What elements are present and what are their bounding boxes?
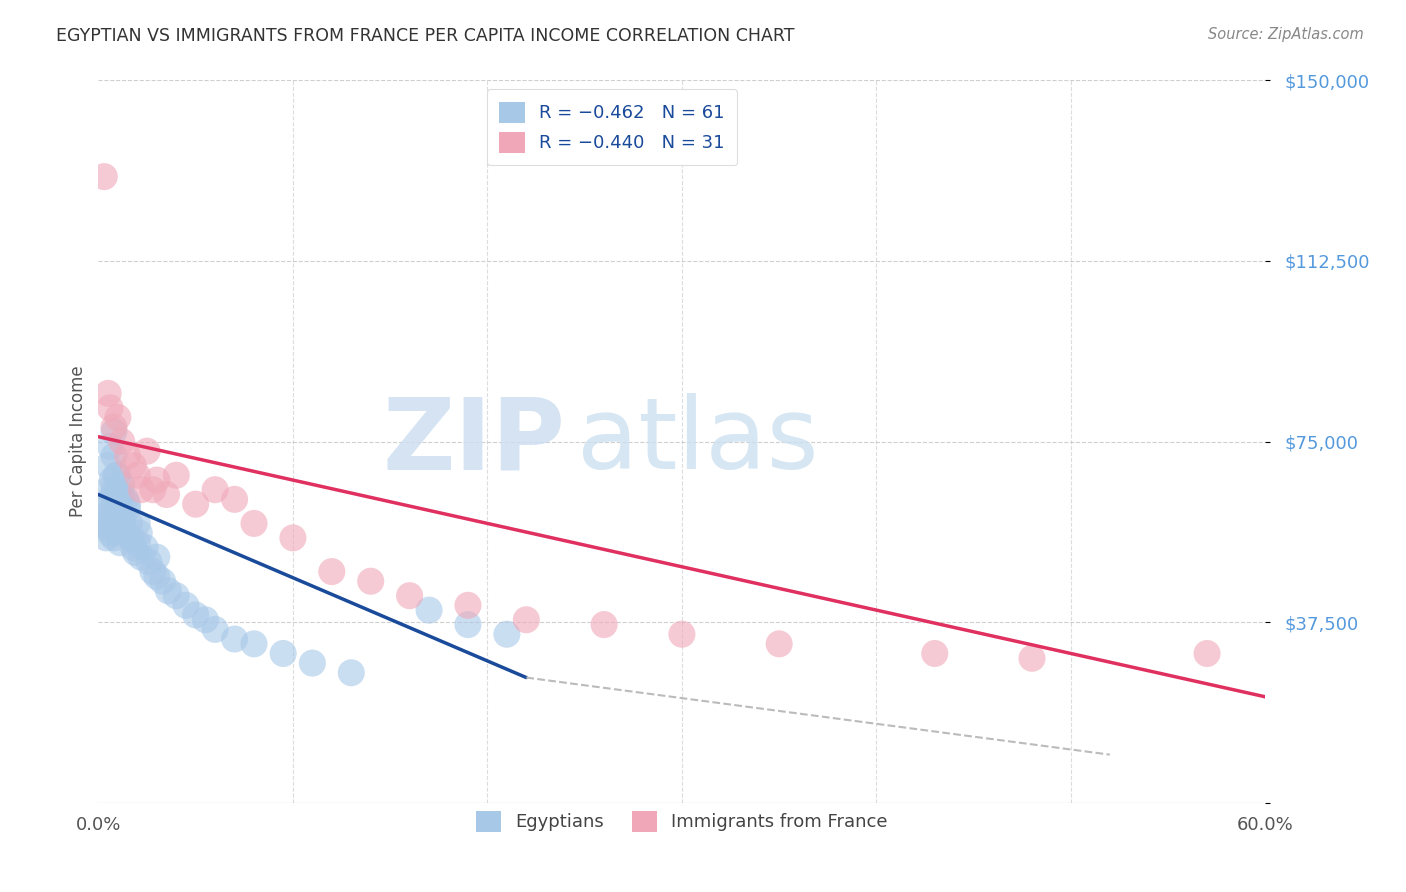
Point: [128, 526, 150, 541]
Point: [271, 647, 294, 661]
Point: [97, 521, 120, 535]
Point: [98, 516, 121, 531]
Point: [117, 497, 139, 511]
Point: [136, 444, 159, 458]
Point: [97, 507, 120, 521]
Point: [671, 627, 693, 641]
Text: Source: ZipAtlas.com: Source: ZipAtlas.com: [1208, 27, 1364, 42]
Point: [112, 521, 135, 535]
Point: [224, 492, 246, 507]
Point: [103, 425, 125, 439]
Point: [93, 516, 115, 531]
Point: [768, 637, 790, 651]
Point: [457, 599, 479, 613]
Y-axis label: Per Capita Income: Per Capita Income: [69, 366, 87, 517]
Point: [146, 473, 169, 487]
Point: [127, 468, 149, 483]
Point: [1021, 651, 1043, 665]
Point: [243, 637, 266, 651]
Point: [204, 623, 226, 637]
Point: [224, 632, 246, 646]
Point: [281, 531, 304, 545]
Point: [122, 458, 145, 473]
Point: [98, 492, 121, 507]
Text: ZIP: ZIP: [382, 393, 565, 490]
Point: [174, 599, 197, 613]
Point: [398, 589, 420, 603]
Point: [204, 483, 226, 497]
Point: [152, 574, 174, 589]
Point: [103, 531, 125, 545]
Point: [117, 502, 139, 516]
Point: [155, 487, 177, 501]
Point: [194, 613, 217, 627]
Point: [129, 483, 152, 497]
Point: [184, 497, 207, 511]
Point: [593, 617, 616, 632]
Point: [98, 401, 121, 415]
Point: [103, 449, 125, 463]
Point: [101, 502, 124, 516]
Point: [243, 516, 266, 531]
Point: [98, 526, 121, 541]
Point: [142, 483, 165, 497]
Point: [360, 574, 382, 589]
Text: EGYPTIAN VS IMMIGRANTS FROM FRANCE PER CAPITA INCOME CORRELATION CHART: EGYPTIAN VS IMMIGRANTS FROM FRANCE PER C…: [56, 27, 794, 45]
Point: [121, 531, 143, 545]
Point: [496, 627, 519, 641]
Point: [108, 535, 131, 549]
Point: [924, 647, 946, 661]
Text: atlas: atlas: [576, 393, 818, 490]
Point: [127, 535, 149, 549]
Point: [101, 511, 124, 525]
Point: [97, 458, 120, 473]
Point: [107, 516, 129, 531]
Point: [107, 526, 129, 541]
Point: [96, 531, 118, 545]
Point: [157, 583, 180, 598]
Point: [96, 497, 118, 511]
Point: [93, 169, 115, 184]
Point: [134, 541, 156, 555]
Point: [165, 589, 187, 603]
Point: [111, 511, 134, 525]
Point: [97, 386, 120, 401]
Point: [127, 516, 149, 531]
Point: [101, 473, 124, 487]
Point: [111, 434, 134, 449]
Point: [107, 487, 129, 501]
Point: [124, 545, 146, 559]
Point: [122, 541, 145, 555]
Point: [129, 550, 152, 565]
Point: [104, 507, 127, 521]
Point: [418, 603, 440, 617]
Point: [108, 497, 131, 511]
Legend: Egyptians, Immigrants from France: Egyptians, Immigrants from France: [464, 798, 900, 845]
Point: [165, 468, 187, 483]
Point: [103, 483, 125, 497]
Point: [184, 607, 207, 622]
Point: [142, 565, 165, 579]
Point: [97, 483, 120, 497]
Point: [118, 516, 141, 531]
Point: [321, 565, 343, 579]
Point: [457, 617, 479, 632]
Point: [107, 410, 129, 425]
Point: [114, 492, 136, 507]
Point: [117, 449, 139, 463]
Point: [98, 439, 121, 453]
Point: [1195, 647, 1218, 661]
Point: [104, 468, 127, 483]
Point: [138, 555, 160, 569]
Point: [111, 478, 134, 492]
Point: [301, 656, 323, 670]
Point: [103, 420, 125, 434]
Point: [107, 468, 129, 483]
Point: [515, 613, 537, 627]
Point: [111, 487, 134, 501]
Point: [340, 665, 363, 680]
Point: [146, 550, 169, 565]
Point: [146, 569, 169, 583]
